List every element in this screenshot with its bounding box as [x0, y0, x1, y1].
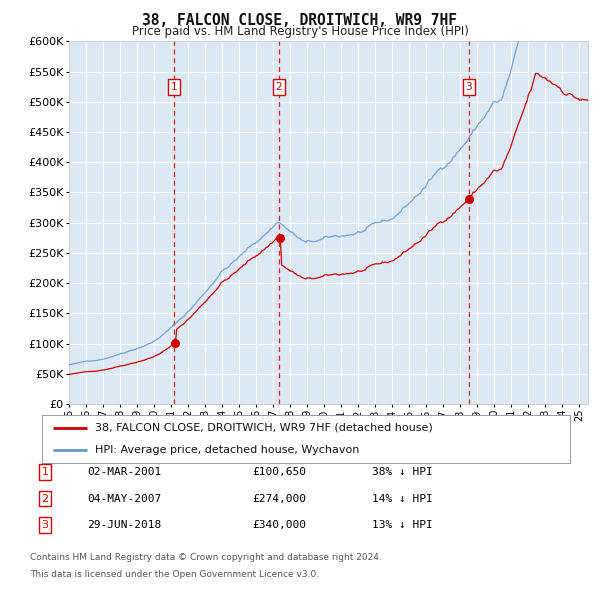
Text: 38, FALCON CLOSE, DROITWICH, WR9 7HF: 38, FALCON CLOSE, DROITWICH, WR9 7HF: [143, 13, 458, 28]
Text: 13% ↓ HPI: 13% ↓ HPI: [372, 520, 433, 530]
Text: 1: 1: [170, 81, 178, 91]
Text: 1: 1: [41, 467, 49, 477]
Text: £100,650: £100,650: [252, 467, 306, 477]
Text: HPI: Average price, detached house, Wychavon: HPI: Average price, detached house, Wych…: [95, 445, 359, 455]
Text: £340,000: £340,000: [252, 520, 306, 530]
Text: 29-JUN-2018: 29-JUN-2018: [87, 520, 161, 530]
Text: 38, FALCON CLOSE, DROITWICH, WR9 7HF (detached house): 38, FALCON CLOSE, DROITWICH, WR9 7HF (de…: [95, 423, 433, 433]
Text: 38% ↓ HPI: 38% ↓ HPI: [372, 467, 433, 477]
Text: 3: 3: [41, 520, 49, 530]
Text: 02-MAR-2001: 02-MAR-2001: [87, 467, 161, 477]
Text: This data is licensed under the Open Government Licence v3.0.: This data is licensed under the Open Gov…: [30, 571, 319, 579]
Text: 3: 3: [466, 81, 472, 91]
Text: 2: 2: [41, 494, 49, 503]
Text: 2: 2: [275, 81, 282, 91]
Text: Contains HM Land Registry data © Crown copyright and database right 2024.: Contains HM Land Registry data © Crown c…: [30, 553, 382, 562]
Text: Price paid vs. HM Land Registry's House Price Index (HPI): Price paid vs. HM Land Registry's House …: [131, 25, 469, 38]
Text: £274,000: £274,000: [252, 494, 306, 503]
Text: 04-MAY-2007: 04-MAY-2007: [87, 494, 161, 503]
Text: 14% ↓ HPI: 14% ↓ HPI: [372, 494, 433, 503]
